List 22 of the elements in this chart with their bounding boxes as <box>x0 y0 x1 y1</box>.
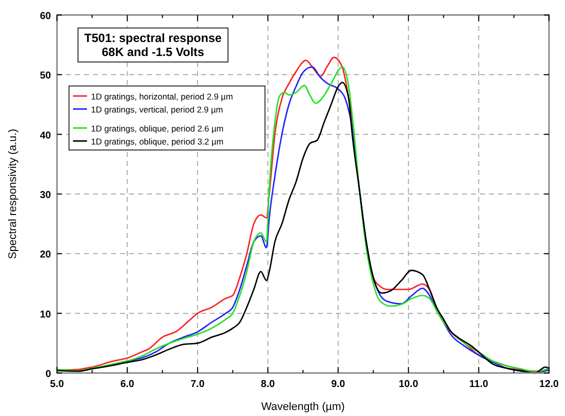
x-tick-label: 10.0 <box>398 379 419 390</box>
x-axis-title: Wavelength (µm) <box>261 401 345 413</box>
legend-label: 1D gratings, vertical, period 2.9 µm <box>91 104 223 114</box>
x-tick-label: 5.0 <box>50 379 64 390</box>
y-tick-label: 10 <box>40 309 52 320</box>
x-tick-label: 7.0 <box>190 379 205 390</box>
y-axis-title: Spectral responsivity (a.u.) <box>7 128 19 260</box>
y-tick-label: 20 <box>40 250 52 261</box>
legend-label: 1D gratings, oblique, period 3.2 µm <box>91 136 224 146</box>
legend-label: 1D gratings, horizontal, period 2.9 µm <box>91 92 233 102</box>
y-tick-label: 60 <box>40 11 52 22</box>
y-tick-label: 40 <box>40 130 52 142</box>
x-tick-label: 12.0 <box>539 379 560 390</box>
y-tick-label: 50 <box>40 70 52 82</box>
x-tick-label: 11.0 <box>469 379 489 390</box>
legend-label: 1D gratings, oblique, period 2.6 µm <box>91 124 224 134</box>
x-tick-label: 6.0 <box>120 379 135 390</box>
x-tick-label: 8.0 <box>260 379 276 390</box>
text: T501: spectral response 68K and -1.5 Volts <box>84 31 222 59</box>
y-tick-label: 30 <box>40 190 52 201</box>
x-tick-label: 9.0 <box>331 379 346 390</box>
y-tick-label: 0 <box>45 369 52 380</box>
